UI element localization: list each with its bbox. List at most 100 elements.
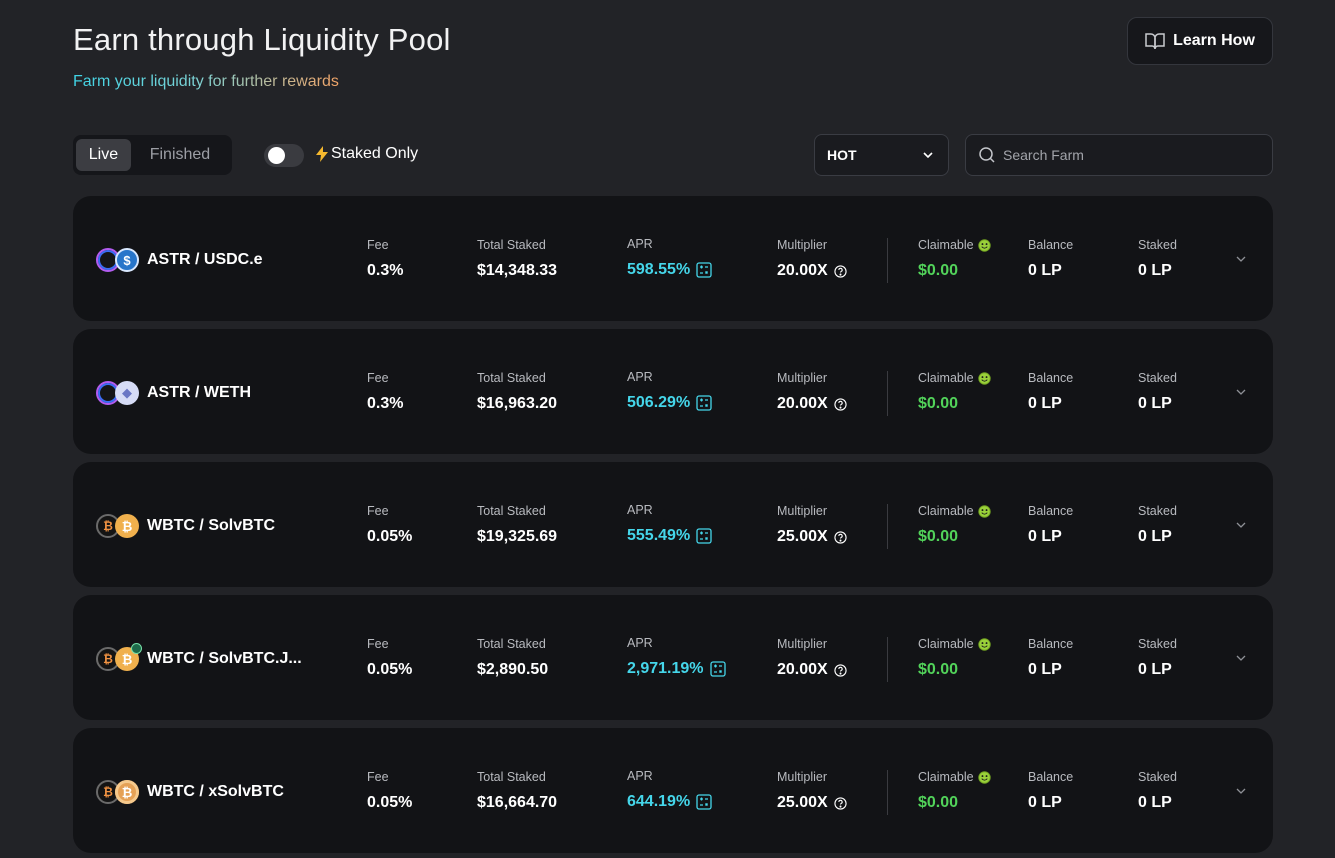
total-staked-stat: Total Staked $14,348.33 xyxy=(477,238,557,280)
farm-list: $ ASTR / USDC.e Fee 0.3% Total Staked $1… xyxy=(73,196,1273,858)
smile-face-icon xyxy=(977,504,991,518)
calculator-icon[interactable] xyxy=(696,395,712,411)
claimable-value: $0.00 xyxy=(918,395,959,412)
learn-how-label: Learn How xyxy=(1173,32,1255,49)
help-circle-icon[interactable] xyxy=(834,796,847,810)
badge-icon xyxy=(131,643,142,654)
calculator-icon[interactable] xyxy=(696,528,712,544)
farm-row[interactable]: $ ASTR / USDC.e Fee 0.3% Total Staked $1… xyxy=(73,196,1273,321)
apr-value-wrap: 2,971.19% xyxy=(627,660,726,678)
staked-only-toggle[interactable] xyxy=(264,144,304,167)
staked-label: Staked xyxy=(1138,371,1177,385)
help-circle-icon[interactable] xyxy=(834,663,847,677)
multiplier-value: 20.00X xyxy=(777,661,828,678)
token-pair-logos: ◆ xyxy=(96,381,142,405)
farm-row[interactable]: ₿ ₿ WBTC / SolvBTC Fee 0.05% Total Stake… xyxy=(73,462,1273,587)
xsolvbtc-token-icon: ₿ xyxy=(115,780,139,804)
help-circle-icon[interactable] xyxy=(834,264,847,278)
staked-label: Staked xyxy=(1138,238,1177,252)
apr-value-wrap: 506.29% xyxy=(627,394,712,412)
expand-chevron-icon[interactable] xyxy=(1234,518,1248,532)
multiplier-value: 20.00X xyxy=(777,262,828,279)
staked-value: 0 LP xyxy=(1138,262,1172,279)
farm-pair: ₿ ₿ WBTC / xSolvBTC xyxy=(96,780,284,804)
claimable-label-wrap: Claimable xyxy=(918,637,991,653)
staked-value: 0 LP xyxy=(1138,661,1172,678)
claimable-value: $0.00 xyxy=(918,661,959,678)
balance-label: Balance xyxy=(1028,504,1074,518)
fee-label: Fee xyxy=(367,238,389,252)
expand-chevron-icon[interactable] xyxy=(1234,651,1248,665)
claimable-value: $0.00 xyxy=(918,262,959,279)
learn-how-button[interactable]: Learn How xyxy=(1127,17,1273,65)
expand-chevron-icon[interactable] xyxy=(1234,385,1248,399)
expand-chevron-icon[interactable] xyxy=(1234,252,1248,266)
multiplier-stat: Multiplier 20.00X xyxy=(777,238,847,280)
apr-value: 2,971.19% xyxy=(627,660,704,677)
apr-value: 506.29% xyxy=(627,394,691,411)
fee-value: 0.05% xyxy=(367,528,413,545)
apr-label: APR xyxy=(627,237,653,251)
fee-stat: Fee 0.3% xyxy=(367,238,403,280)
farm-row[interactable]: ◆ ASTR / WETH Fee 0.3% Total Staked $16,… xyxy=(73,329,1273,454)
apr-label: APR xyxy=(627,370,653,384)
total-staked-value: $14,348.33 xyxy=(477,262,558,279)
smile-face-icon xyxy=(977,770,991,784)
wbtc-token-icon: ₿ xyxy=(96,647,120,671)
farm-row[interactable]: ₿ ₿ WBTC / SolvBTC.J... Fee 0.05% Total … xyxy=(73,595,1273,720)
multiplier-stat: Multiplier 25.00X xyxy=(777,770,847,812)
apr-label: APR xyxy=(627,769,653,783)
staked-only-label: Staked Only xyxy=(331,145,419,162)
search-box[interactable] xyxy=(965,134,1273,176)
smile-face-icon xyxy=(977,637,991,651)
fee-stat: Fee 0.3% xyxy=(367,371,403,413)
farm-row[interactable]: ₿ ₿ WBTC / xSolvBTC Fee 0.05% Total Stak… xyxy=(73,728,1273,853)
search-input[interactable] xyxy=(1003,147,1260,163)
total-staked-value: $16,664.70 xyxy=(477,794,558,811)
pair-name: WBTC / xSolvBTC xyxy=(147,783,284,800)
claimable-label: Claimable xyxy=(918,238,974,252)
staked-stat: Staked 0 LP xyxy=(1138,238,1177,280)
row-divider xyxy=(887,238,888,283)
row-divider xyxy=(887,770,888,815)
balance-value: 0 LP xyxy=(1028,661,1062,678)
multiplier-label: Multiplier xyxy=(777,504,828,518)
balance-label: Balance xyxy=(1028,371,1074,385)
calculator-icon[interactable] xyxy=(696,794,712,810)
row-divider xyxy=(887,371,888,416)
tab-live[interactable]: Live xyxy=(76,139,131,171)
apr-stat: APR 644.19% xyxy=(627,769,712,811)
calculator-icon[interactable] xyxy=(709,661,726,677)
row-divider xyxy=(887,504,888,549)
staked-only-filter[interactable]: Staked Only xyxy=(315,145,418,163)
token-pair-logos: $ xyxy=(96,248,142,272)
expand-chevron-icon[interactable] xyxy=(1234,784,1248,798)
apr-stat: APR 555.49% xyxy=(627,503,712,545)
token-pair-logos: ₿ ₿ xyxy=(96,780,142,804)
farm-pair: ₿ ₿ WBTC / SolvBTC.J... xyxy=(96,643,302,671)
multiplier-value-wrap: 20.00X xyxy=(777,661,847,679)
apr-label: APR xyxy=(627,636,653,650)
balance-label: Balance xyxy=(1028,637,1074,651)
total-staked-label: Total Staked xyxy=(477,238,546,252)
farm-pair: $ ASTR / USDC.e xyxy=(96,248,263,272)
sort-select[interactable]: HOT xyxy=(814,134,949,176)
multiplier-value: 25.00X xyxy=(777,528,828,545)
apr-label: APR xyxy=(627,503,653,517)
tab-finished[interactable]: Finished xyxy=(149,146,211,163)
help-circle-icon[interactable] xyxy=(834,530,847,544)
calculator-icon[interactable] xyxy=(696,262,712,278)
multiplier-value: 25.00X xyxy=(777,794,828,811)
fee-label: Fee xyxy=(367,371,389,385)
apr-value: 555.49% xyxy=(627,527,691,544)
claimable-label-wrap: Claimable xyxy=(918,770,991,786)
claimable-label: Claimable xyxy=(918,371,974,385)
fee-label: Fee xyxy=(367,770,389,784)
staked-label: Staked xyxy=(1138,637,1177,651)
fee-value: 0.3% xyxy=(367,262,404,279)
token-pair-logos: ₿ ₿ xyxy=(96,514,142,538)
total-staked-label: Total Staked xyxy=(477,371,546,385)
balance-label: Balance xyxy=(1028,770,1074,784)
help-circle-icon[interactable] xyxy=(834,397,847,411)
fee-value: 0.3% xyxy=(367,395,404,412)
